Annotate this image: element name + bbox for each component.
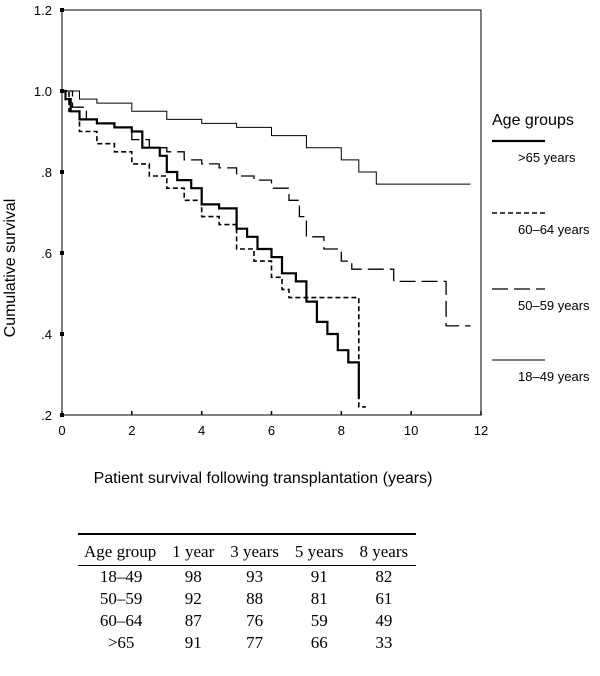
column-header: 1 year — [164, 533, 223, 566]
y-tick — [60, 8, 64, 12]
y-tick — [60, 413, 64, 417]
table-cell: 88 — [246, 589, 264, 608]
column-header: 5 years — [286, 533, 352, 566]
table-cell: 66 — [310, 633, 328, 652]
legend-label-1: 60–64 years — [518, 222, 590, 237]
table-row: 18–49 98 93 91 82 — [78, 566, 416, 589]
y-tick — [60, 251, 64, 255]
column-header: 3 years — [222, 533, 287, 566]
y-tick — [60, 332, 64, 336]
table-cell: 49 — [375, 611, 393, 630]
y-tick-label: .2 — [41, 408, 52, 423]
survival-chart: 0 2 4 6 8 10 12 .2 .4 .6 .8 1.0 1.2 >65 years 60–64 y… — [2, 3, 590, 487]
axes: 0 2 4 6 8 10 12 .2 .4 .6 .8 1.0 1.2 — [34, 3, 488, 438]
series-line-1 — [62, 90, 366, 408]
legend-label-3: 18–49 years — [518, 369, 590, 384]
y-tick-label: .6 — [41, 246, 52, 261]
table-cell: 91 — [184, 633, 202, 652]
table-cell: 98 — [184, 567, 202, 586]
y-tick-label: 1.0 — [34, 84, 52, 99]
table-cell: 33 — [375, 633, 393, 652]
table-cell: 92 — [184, 589, 202, 608]
series-line-3 — [62, 90, 471, 185]
y-axis-label: Cumulative survival — [2, 199, 19, 338]
column-header: 8 years — [351, 533, 417, 566]
table-cell: 93 — [246, 567, 264, 586]
series-line-2 — [62, 90, 471, 327]
x-axis-label: Patient survival following transplantati… — [94, 470, 433, 487]
x-tick-label: 0 — [58, 423, 65, 438]
plot-frame — [61, 9, 482, 416]
table-row: 60–64 87 76 59 49 — [78, 610, 416, 632]
table-cell: >65 — [107, 633, 135, 652]
table-cell: 60–64 — [99, 611, 143, 630]
x-tick-label: 8 — [338, 423, 345, 438]
table-cell: 91 — [310, 567, 328, 586]
table-cell: 76 — [246, 611, 264, 630]
y-tick-label: .4 — [41, 327, 52, 342]
table-cell: 82 — [375, 567, 393, 586]
x-tick-label: 6 — [268, 423, 275, 438]
legend-label-2: 50–59 years — [518, 298, 590, 313]
series-layer — [62, 89, 471, 408]
table-cell: 77 — [246, 633, 264, 652]
legend: >65 years 60–64 years 50–59 years 18–49 yea… — [492, 139, 590, 384]
table-cell: 18–49 — [99, 567, 143, 586]
y-tick-label: .8 — [41, 165, 52, 180]
survival-table: Age group 1 year 3 years 5 years 8 years… — [78, 533, 417, 654]
y-tick — [60, 170, 64, 174]
x-tick-label: 10 — [404, 423, 418, 438]
table-row: >65 91 77 66 33 — [78, 632, 416, 654]
table-cell: 59 — [310, 611, 328, 630]
legend-label-0: >65 years — [518, 150, 576, 165]
column-header: Age group — [78, 533, 165, 566]
x-tick-label: 12 — [474, 423, 488, 438]
table-header-row: Age group 1 year 3 years 5 years 8 years — [78, 533, 417, 566]
series-line-0 — [62, 89, 360, 399]
table-row: 50–59 92 88 81 61 — [78, 588, 416, 610]
table-cell: 87 — [184, 611, 202, 630]
x-tick-label: 2 — [128, 423, 135, 438]
table-cell: 50–59 — [99, 589, 143, 608]
table-cell: 81 — [310, 589, 328, 608]
table-cell: 61 — [375, 589, 393, 608]
y-tick-label: 1.2 — [34, 3, 52, 18]
x-tick-label: 4 — [198, 423, 205, 438]
legend-title: Age groups — [492, 112, 574, 129]
